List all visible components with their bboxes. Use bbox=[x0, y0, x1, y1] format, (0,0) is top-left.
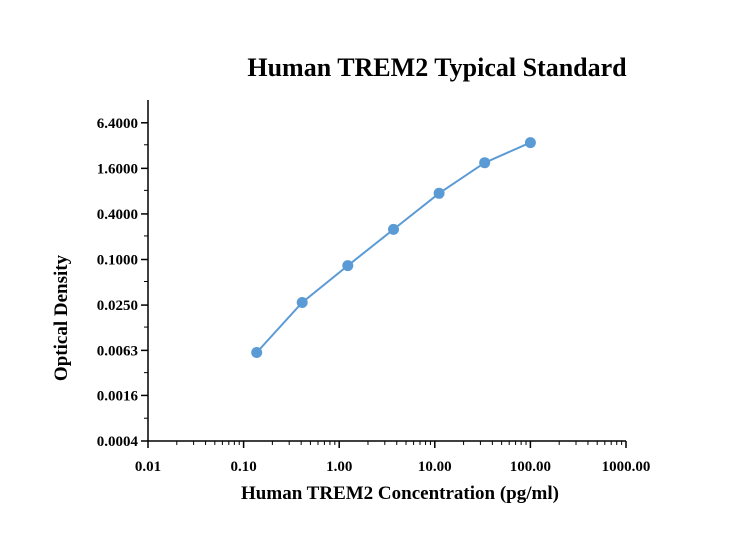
data-point bbox=[296, 297, 308, 308]
y-tick-label: 0.4000 bbox=[97, 207, 138, 223]
data-point bbox=[388, 223, 399, 235]
x-tick-label: 1000.00 bbox=[602, 459, 651, 475]
data-point bbox=[342, 260, 354, 272]
data-point bbox=[433, 187, 445, 199]
x-tick-label: 10.00 bbox=[418, 459, 452, 475]
x-tick-label: 1.00 bbox=[326, 459, 352, 475]
y-tick-label: 0.0063 bbox=[97, 343, 138, 359]
y-tick-label: 0.0016 bbox=[97, 388, 139, 404]
y-tick-label: 0.0004 bbox=[97, 434, 139, 450]
data-point bbox=[251, 347, 263, 358]
x-axis-label: Human TREM2 Concentration (pg/ml) bbox=[241, 483, 559, 504]
y-axis-label: Optical Density bbox=[51, 254, 72, 381]
chart-title: Human TREM2 Typical Standard bbox=[247, 53, 627, 82]
x-tick-label: 0.10 bbox=[230, 459, 256, 475]
data-point bbox=[524, 137, 536, 149]
x-tick-label: 100.00 bbox=[510, 459, 551, 475]
y-tick-label: 0.0250 bbox=[97, 298, 138, 314]
x-tick-label: 0.01 bbox=[135, 459, 161, 475]
series-line bbox=[255, 141, 531, 354]
plot-area: 0.01 0.10 1.00 10.00 100.00 1000.00 0.0004 0.00… bbox=[97, 100, 651, 475]
y-tick-label: 0.1000 bbox=[97, 252, 138, 268]
y-tick-label: 6.4000 bbox=[97, 116, 138, 132]
y-tick-label: 1.6000 bbox=[97, 161, 138, 177]
data-point bbox=[479, 157, 491, 169]
